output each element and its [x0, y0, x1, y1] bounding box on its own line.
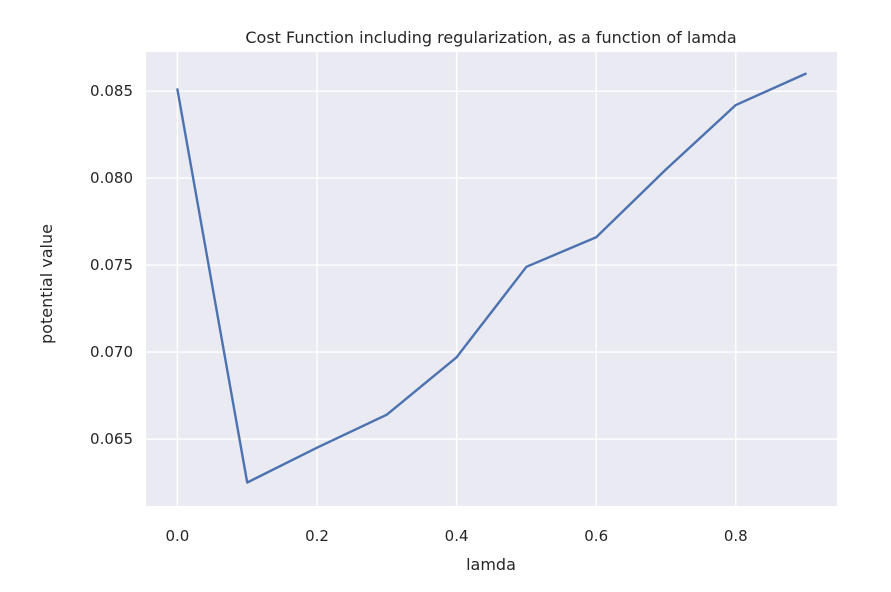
series-line	[176, 72, 807, 484]
y-tick-label: 0.075	[90, 256, 133, 274]
x-tick-labels: 0.0 0.2 0.4 0.6 0.8	[165, 527, 747, 545]
y-tick-labels: 0.065 0.070 0.075 0.080 0.085	[90, 82, 133, 448]
y-tick-label: 0.070	[90, 343, 133, 361]
y-tick-label: 0.085	[90, 82, 133, 100]
y-axis-label: potential value	[37, 224, 56, 344]
y-tick-label: 0.080	[90, 169, 133, 187]
x-tick-label: 0.0	[165, 527, 189, 545]
x-tick-label: 0.2	[305, 527, 329, 545]
gridlines	[146, 52, 837, 506]
series-layer	[176, 72, 807, 484]
x-tick-label: 0.4	[445, 527, 469, 545]
chart-title: Cost Function including regularization, …	[245, 28, 736, 47]
plot-area	[146, 52, 837, 506]
x-tick-label: 0.6	[584, 527, 608, 545]
x-tick-label: 0.8	[724, 527, 748, 545]
x-axis-label: lamda	[466, 555, 516, 574]
y-tick-label: 0.065	[90, 430, 133, 448]
